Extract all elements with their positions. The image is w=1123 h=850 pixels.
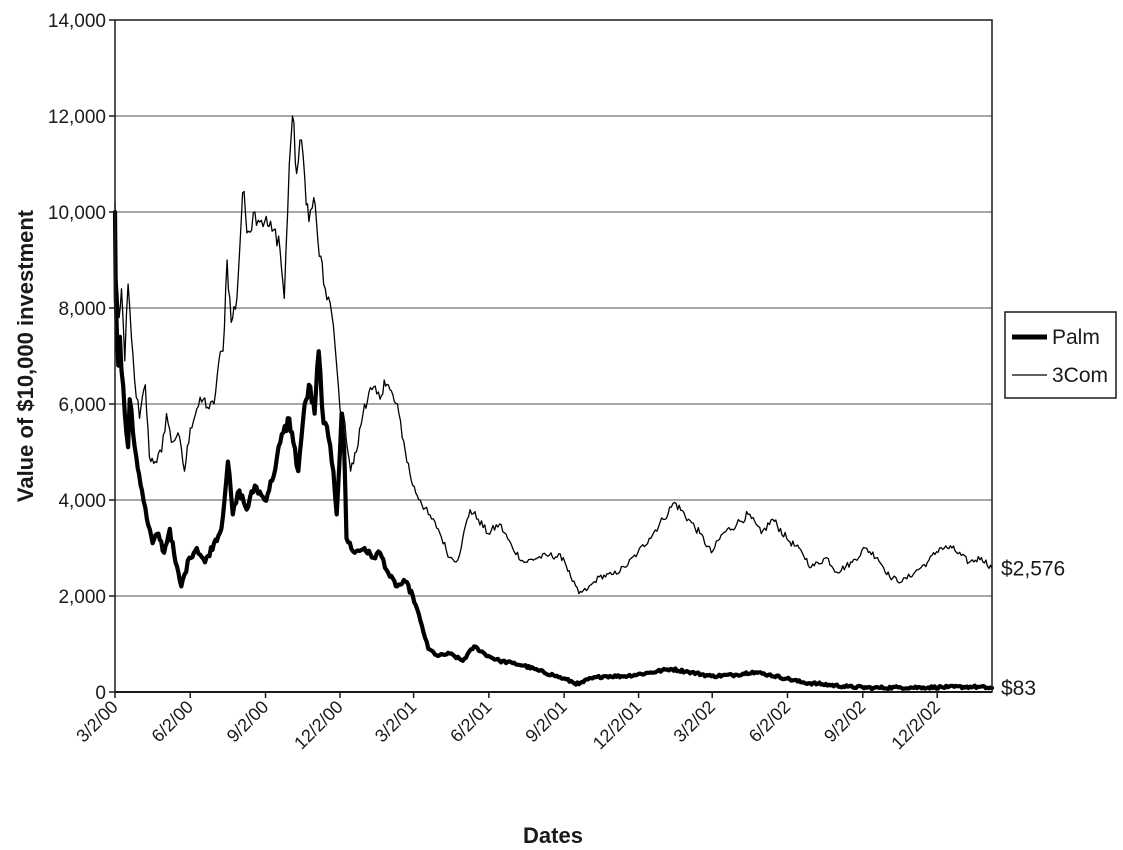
end-value-labels: $83 $2,576 bbox=[1001, 557, 1065, 700]
x-tick-label: 9/2/01 bbox=[521, 697, 571, 747]
x-tick-label: 6/2/00 bbox=[148, 697, 198, 747]
x-axis-ticks: 3/2/00 6/2/00 9/2/00 12/2/00 3/2/01 6/2/01 9/2… bbox=[72, 692, 944, 753]
legend-box bbox=[1004, 311, 1117, 399]
y-tick-label: 0 bbox=[95, 683, 106, 704]
legend-label-palm: Palm bbox=[1052, 326, 1100, 349]
y-axis-ticks: 0 2,000 4,000 6,000 8,000 10,000 12,000 14,000 bbox=[48, 11, 115, 704]
y-tick-label: 10,000 bbox=[48, 203, 106, 224]
y-tick-label: 8,000 bbox=[58, 299, 106, 320]
plot-area-border bbox=[114, 19, 993, 693]
series-line-3com bbox=[114, 115, 993, 595]
end-value-label-palm: $83 bbox=[1001, 677, 1036, 700]
y-tick-label: 14,000 bbox=[48, 11, 106, 32]
x-tick-label: 12/2/01 bbox=[589, 697, 646, 754]
legend: Palm 3Com bbox=[1004, 311, 1117, 399]
legend-label-3com: 3Com bbox=[1052, 364, 1108, 387]
y-tick-label: 4,000 bbox=[58, 491, 106, 512]
y-tick-label: 6,000 bbox=[58, 395, 106, 416]
x-axis-title: Dates bbox=[523, 823, 583, 848]
y-axis-title: Value of $10,000 investment bbox=[13, 209, 38, 502]
end-value-label-3com: $2,576 bbox=[1001, 557, 1065, 580]
x-tick-label: 3/2/01 bbox=[371, 697, 421, 747]
x-tick-label: 12/2/02 bbox=[887, 697, 944, 754]
x-tick-label: 12/2/00 bbox=[290, 697, 347, 754]
x-tick-label: 3/2/00 bbox=[72, 697, 122, 747]
x-tick-label: 9/2/02 bbox=[820, 697, 870, 747]
x-tick-label: 6/2/01 bbox=[446, 697, 496, 747]
series-line-palm bbox=[112, 209, 995, 692]
grid-lines bbox=[115, 115, 992, 597]
x-tick-label: 6/2/02 bbox=[745, 697, 795, 747]
y-tick-label: 12,000 bbox=[48, 107, 106, 128]
y-tick-label: 2,000 bbox=[58, 587, 106, 608]
x-tick-label: 3/2/02 bbox=[670, 697, 720, 747]
series-lines bbox=[112, 115, 995, 692]
x-tick-label: 9/2/00 bbox=[223, 697, 273, 747]
